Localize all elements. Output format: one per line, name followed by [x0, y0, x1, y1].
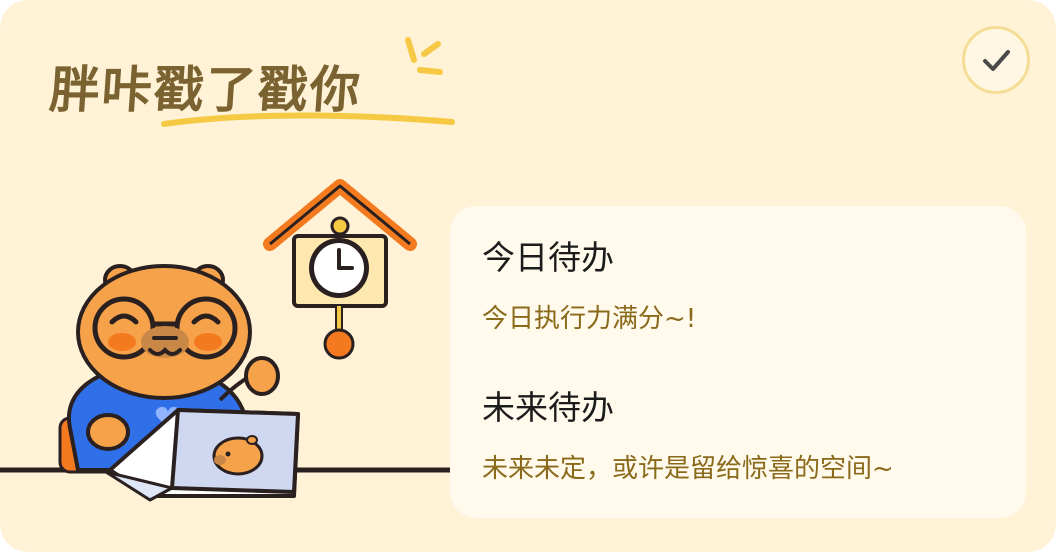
today-todo-title: 今日待办 [482, 238, 614, 277]
sparkle-icon [405, 37, 443, 75]
todo-panel: 今日待办 今日执行力满分~! 未来待办 未来未定，或许是留给惊喜的空间~ [450, 206, 1026, 518]
title-underline-decoration [161, 112, 455, 127]
laptop-icon [104, 408, 300, 502]
capybara-character [76, 264, 252, 400]
capybara-laptop-illustration [0, 179, 460, 502]
confirm-button[interactable] [962, 26, 1030, 94]
cuckoo-clock-icon [263, 179, 417, 360]
today-todo-section[interactable]: 今日待办 今日执行力满分~! [482, 236, 696, 336]
future-todo-title: 未来待办 [482, 388, 614, 427]
future-todo-subtitle: 未来未定，或许是留给惊喜的空间~ [482, 454, 894, 484]
checkmark-icon [983, 50, 1010, 71]
future-todo-section[interactable]: 未来待办 未来未定，或许是留给惊喜的空间~ [482, 386, 894, 486]
today-todo-subtitle: 今日执行力满分~! [482, 304, 697, 334]
title-area: 胖咔戳了戳你 [48, 30, 468, 140]
